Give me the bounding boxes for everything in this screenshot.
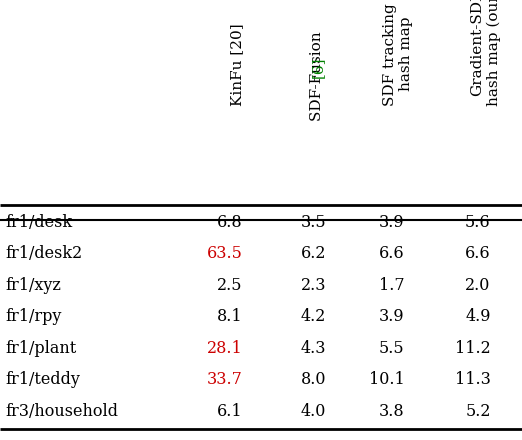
Text: [6]: [6] (311, 57, 324, 78)
Text: 5.6: 5.6 (465, 214, 491, 231)
Text: SDF-Fusion: SDF-Fusion (311, 26, 324, 121)
Text: 5.5: 5.5 (379, 340, 405, 357)
Text: 63.5: 63.5 (207, 246, 243, 262)
Text: 6.2: 6.2 (301, 246, 326, 262)
Text: fr1/desk: fr1/desk (5, 214, 73, 231)
Text: 33.7: 33.7 (207, 371, 243, 388)
Text: 2.3: 2.3 (301, 277, 326, 294)
Text: fr1/plant: fr1/plant (5, 340, 76, 357)
Text: 3.8: 3.8 (379, 403, 405, 420)
Text: 6.8: 6.8 (217, 214, 243, 231)
Text: 6.6: 6.6 (465, 246, 491, 262)
Text: 10.1: 10.1 (369, 371, 405, 388)
Text: 3.9: 3.9 (379, 214, 405, 231)
Text: 4.9: 4.9 (465, 308, 491, 325)
Text: Gradient-SDF
hash map (ours): Gradient-SDF hash map (ours) (470, 0, 501, 106)
Text: 4.3: 4.3 (301, 340, 326, 357)
Text: fr3/household: fr3/household (5, 403, 118, 420)
Text: fr1/desk2: fr1/desk2 (5, 246, 82, 262)
Text: 28.1: 28.1 (207, 340, 243, 357)
Text: 3.9: 3.9 (379, 308, 405, 325)
Text: fr1/xyz: fr1/xyz (5, 277, 61, 294)
Text: 11.3: 11.3 (455, 371, 491, 388)
Text: 4.0: 4.0 (301, 403, 326, 420)
Text: fr1/rpy: fr1/rpy (5, 308, 62, 325)
Text: SDF tracking
hash map: SDF tracking hash map (383, 3, 413, 106)
Text: 6.6: 6.6 (379, 246, 405, 262)
Text: 8.0: 8.0 (301, 371, 326, 388)
Text: KinFu [20]: KinFu [20] (231, 23, 244, 106)
Text: 5.2: 5.2 (465, 403, 491, 420)
Text: 1.7: 1.7 (379, 277, 405, 294)
Text: 2.5: 2.5 (217, 277, 243, 294)
Text: 11.2: 11.2 (455, 340, 491, 357)
Text: 4.2: 4.2 (301, 308, 326, 325)
Text: 3.5: 3.5 (301, 214, 326, 231)
Text: 6.1: 6.1 (217, 403, 243, 420)
Text: fr1/teddy: fr1/teddy (5, 371, 80, 388)
Text: 2.0: 2.0 (465, 277, 491, 294)
Text: 8.1: 8.1 (217, 308, 243, 325)
